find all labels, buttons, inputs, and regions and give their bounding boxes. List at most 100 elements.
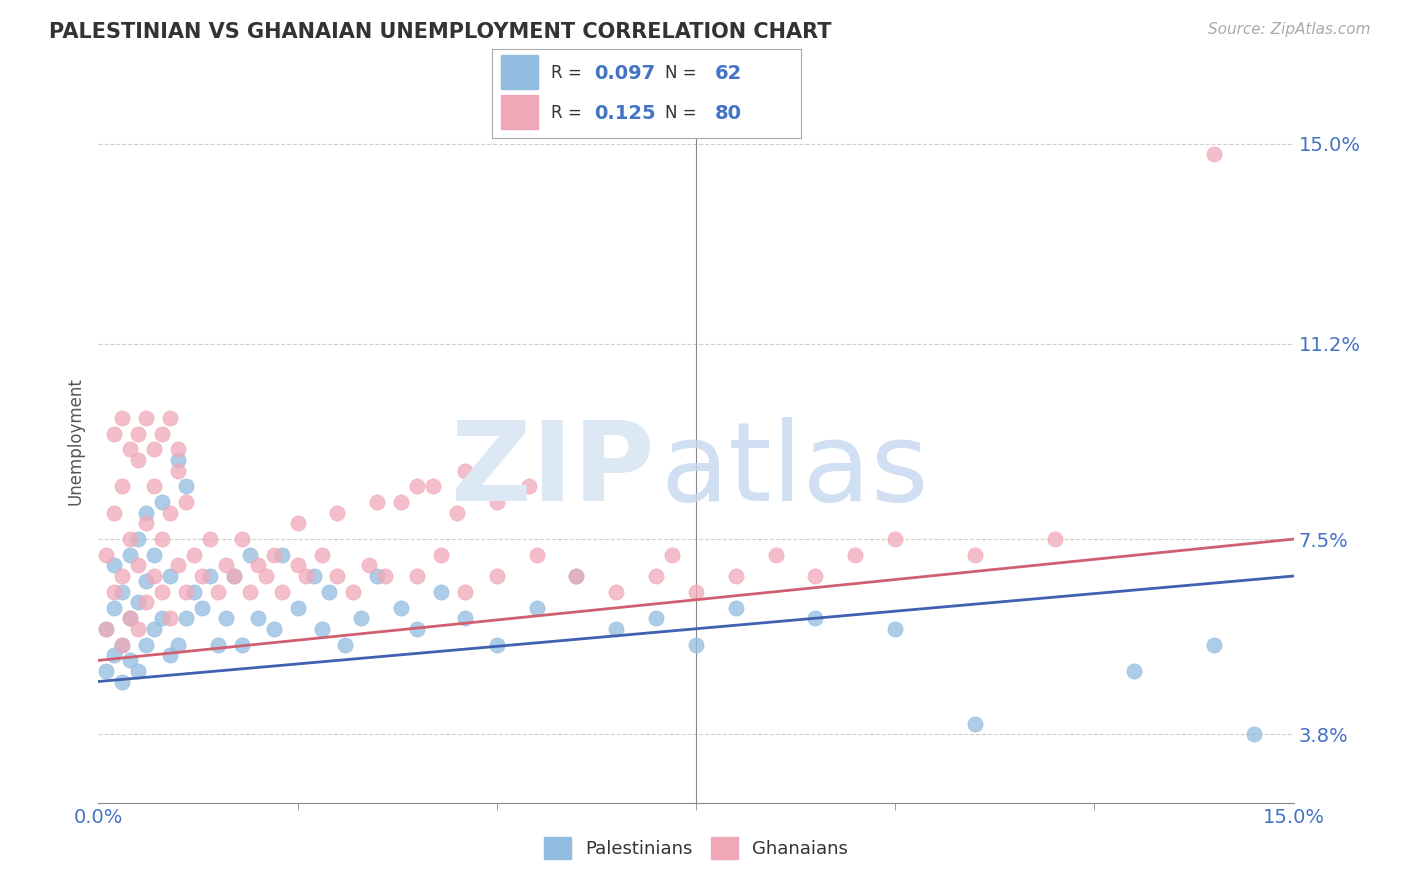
Point bbox=[159, 506, 181, 520]
Point bbox=[120, 442, 142, 457]
Point bbox=[135, 595, 157, 609]
Text: 0.097: 0.097 bbox=[595, 63, 655, 83]
Point bbox=[174, 611, 197, 625]
Point bbox=[143, 442, 166, 457]
Text: N =: N = bbox=[665, 64, 702, 82]
Point bbox=[485, 495, 508, 509]
Point bbox=[422, 479, 444, 493]
Point bbox=[103, 506, 125, 520]
Point bbox=[96, 548, 118, 562]
Bar bbox=[502, 95, 538, 129]
Text: PALESTINIAN VS GHANAIAN UNEMPLOYMENT CORRELATION CHART: PALESTINIAN VS GHANAIAN UNEMPLOYMENT COR… bbox=[49, 22, 832, 42]
Point bbox=[287, 558, 309, 573]
Point bbox=[685, 638, 707, 652]
Point bbox=[302, 569, 325, 583]
Point bbox=[103, 426, 125, 441]
Point bbox=[120, 611, 142, 625]
Point bbox=[1202, 638, 1225, 652]
Text: ZIP: ZIP bbox=[451, 417, 654, 524]
Point bbox=[215, 558, 238, 573]
Text: atlas: atlas bbox=[661, 417, 928, 524]
Text: N =: N = bbox=[665, 104, 702, 122]
Point bbox=[111, 479, 134, 493]
Point bbox=[263, 548, 285, 562]
Point bbox=[342, 585, 364, 599]
Point bbox=[485, 638, 508, 652]
Point bbox=[366, 495, 388, 509]
Point bbox=[389, 495, 412, 509]
Point bbox=[884, 532, 907, 546]
Point bbox=[454, 585, 477, 599]
Point bbox=[127, 453, 149, 467]
Point bbox=[143, 479, 166, 493]
Point bbox=[191, 600, 214, 615]
Point bbox=[135, 638, 157, 652]
Point bbox=[844, 548, 866, 562]
Point bbox=[111, 569, 134, 583]
Point bbox=[150, 611, 173, 625]
Text: R =: R = bbox=[551, 104, 586, 122]
Point bbox=[183, 548, 205, 562]
Point bbox=[215, 611, 238, 625]
Point bbox=[111, 674, 134, 689]
Point bbox=[207, 638, 229, 652]
Point bbox=[287, 600, 309, 615]
Point bbox=[127, 558, 149, 573]
Point bbox=[406, 622, 429, 636]
Point bbox=[143, 548, 166, 562]
Point bbox=[143, 569, 166, 583]
Point bbox=[111, 585, 134, 599]
Point bbox=[454, 611, 477, 625]
Point bbox=[430, 548, 453, 562]
Bar bbox=[502, 55, 538, 89]
Point bbox=[517, 479, 540, 493]
Point bbox=[406, 479, 429, 493]
Point bbox=[231, 532, 253, 546]
Point bbox=[389, 600, 412, 615]
Point bbox=[174, 585, 197, 599]
Point bbox=[446, 506, 468, 520]
Point bbox=[135, 574, 157, 589]
Point bbox=[111, 638, 134, 652]
Point bbox=[661, 548, 683, 562]
Point bbox=[1202, 147, 1225, 161]
Point bbox=[150, 585, 173, 599]
Point bbox=[96, 664, 118, 678]
Point bbox=[127, 532, 149, 546]
Point bbox=[150, 426, 173, 441]
Point bbox=[350, 611, 373, 625]
Point bbox=[120, 548, 142, 562]
Point bbox=[111, 638, 134, 652]
Point bbox=[1243, 727, 1265, 741]
Text: R =: R = bbox=[551, 64, 586, 82]
Point bbox=[183, 585, 205, 599]
Point bbox=[294, 569, 316, 583]
Point bbox=[111, 410, 134, 425]
Point bbox=[724, 569, 747, 583]
Point bbox=[167, 442, 190, 457]
Point bbox=[366, 569, 388, 583]
Point bbox=[270, 585, 292, 599]
Point bbox=[198, 569, 221, 583]
Point bbox=[127, 426, 149, 441]
Point bbox=[246, 611, 269, 625]
Point bbox=[103, 585, 125, 599]
Point bbox=[143, 622, 166, 636]
Point bbox=[246, 558, 269, 573]
Point bbox=[222, 569, 245, 583]
Point bbox=[645, 611, 668, 625]
Point bbox=[96, 622, 118, 636]
Point bbox=[605, 622, 627, 636]
Point bbox=[103, 600, 125, 615]
Point bbox=[159, 648, 181, 662]
Point bbox=[135, 516, 157, 531]
Point bbox=[150, 495, 173, 509]
Legend: Palestinians, Ghanaians: Palestinians, Ghanaians bbox=[537, 830, 855, 866]
Point bbox=[765, 548, 787, 562]
Point bbox=[406, 569, 429, 583]
Text: 0.125: 0.125 bbox=[595, 103, 655, 123]
Point bbox=[159, 611, 181, 625]
Text: Source: ZipAtlas.com: Source: ZipAtlas.com bbox=[1208, 22, 1371, 37]
Point bbox=[685, 585, 707, 599]
Point bbox=[526, 548, 548, 562]
